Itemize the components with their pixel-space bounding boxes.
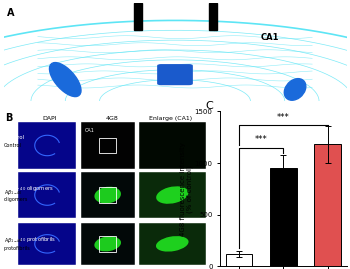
Bar [18,172,76,218]
Bar [215,3,217,30]
Text: CA1: CA1 [85,128,95,133]
Text: ***: *** [255,136,268,144]
Ellipse shape [49,63,81,97]
Text: DAPI: DAPI [42,116,57,121]
Bar [139,122,205,169]
Text: Control: Control [4,143,21,148]
Text: Control: Control [6,135,25,140]
Bar [270,168,296,266]
Y-axis label: 4G8 fluorescence intensity
(% of control): 4G8 fluorescence intensity (% of control… [180,142,193,236]
Text: A$\beta_{1-40}$ oligomers: A$\beta_{1-40}$ oligomers [6,184,54,193]
Bar [80,223,135,265]
Ellipse shape [94,236,121,252]
Bar [80,172,135,218]
Bar [18,223,76,265]
Bar [18,122,76,169]
Bar [226,254,252,266]
Bar [209,3,215,30]
Text: CA1: CA1 [261,33,279,42]
Bar [99,138,116,153]
Ellipse shape [156,186,188,204]
Text: A$\beta_{1-40}$
oligomers: A$\beta_{1-40}$ oligomers [4,188,28,203]
Bar [314,144,341,266]
Ellipse shape [284,79,306,100]
Text: Enlarge (CA1): Enlarge (CA1) [149,116,192,121]
Bar [134,3,139,30]
Text: A: A [7,8,14,17]
FancyBboxPatch shape [158,65,192,84]
Text: B: B [6,113,13,123]
Bar [80,122,135,169]
Bar [99,187,116,203]
Text: C: C [205,101,213,111]
Bar [99,236,116,252]
Ellipse shape [94,187,121,203]
Text: 4G8: 4G8 [105,116,118,121]
Ellipse shape [156,236,189,252]
Text: A$\beta_{1-40}$ protofibrils: A$\beta_{1-40}$ protofibrils [6,235,56,245]
Text: ***: *** [277,113,290,122]
Bar [139,3,142,30]
Text: A$\beta_{1-40}$
protofibrils: A$\beta_{1-40}$ protofibrils [4,236,30,251]
Bar [139,172,205,218]
Bar [139,223,205,265]
